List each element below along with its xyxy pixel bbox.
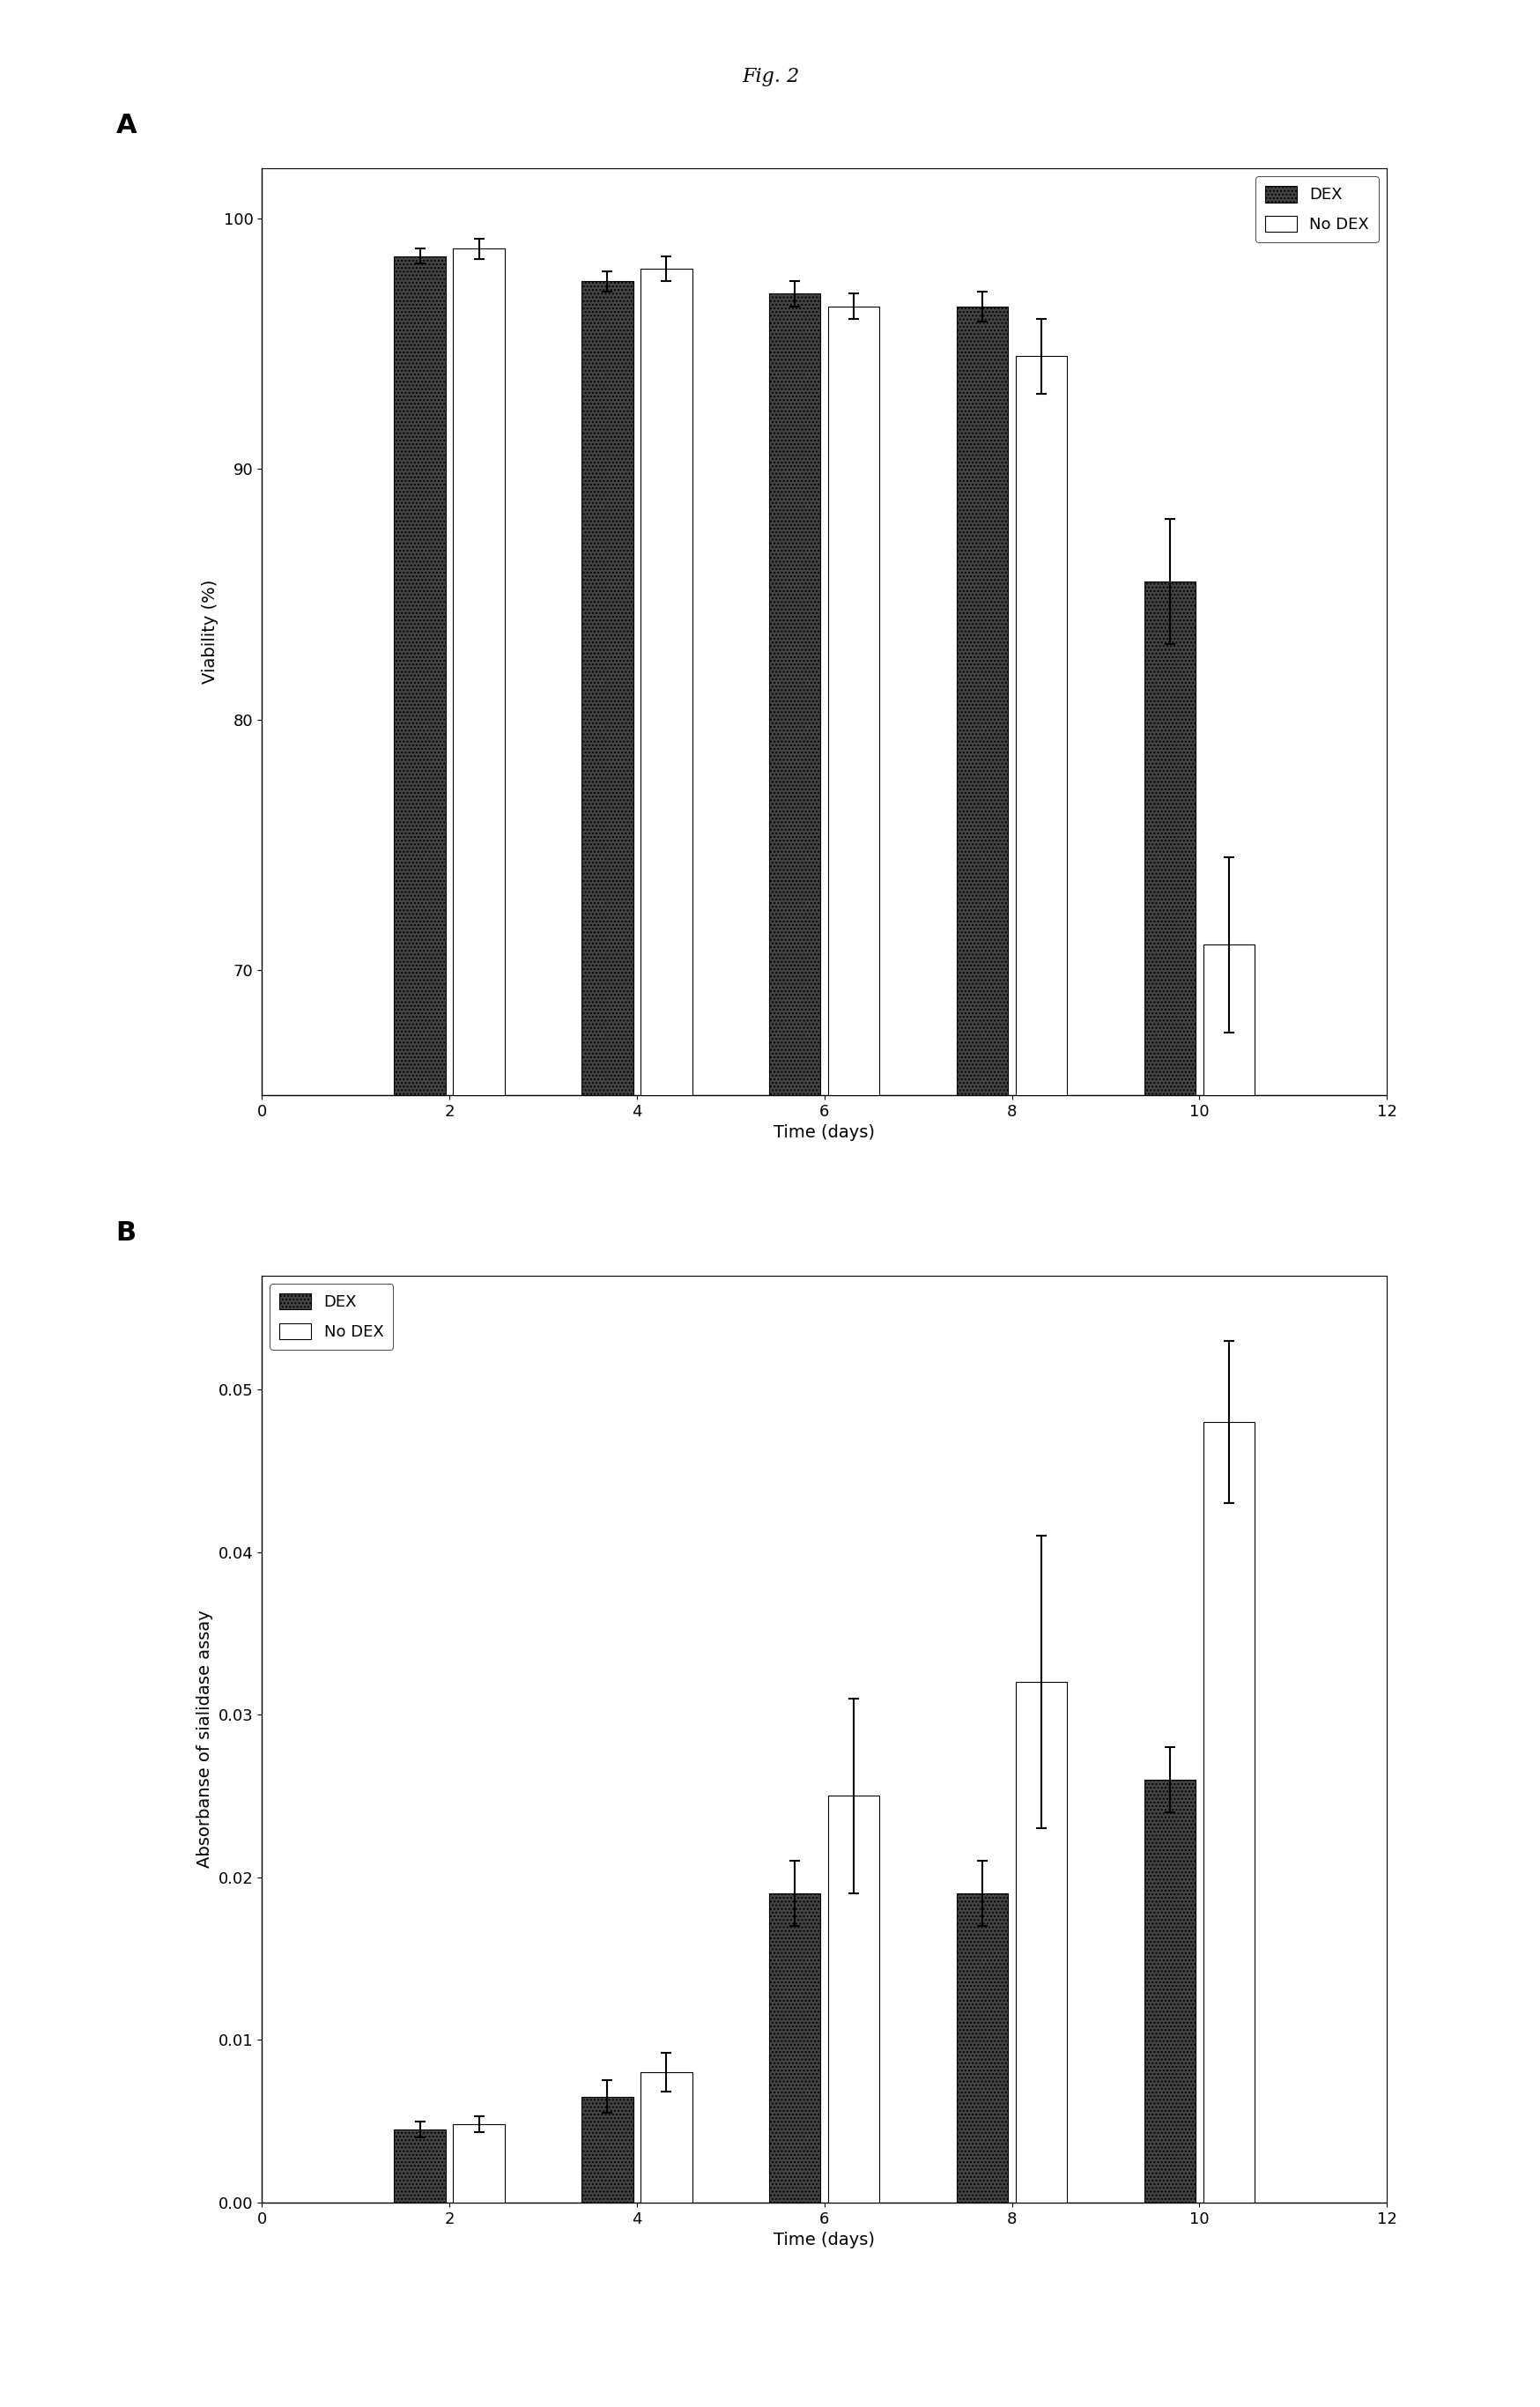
Bar — [1203, 1423, 1254, 2202]
Bar — [1015, 1682, 1067, 2202]
Legend: DEX, No DEX: DEX, No DEX — [270, 1283, 393, 1350]
Text: Fig. 2: Fig. 2 — [741, 67, 799, 87]
Bar — [1143, 1779, 1195, 2202]
Text: A: A — [116, 113, 137, 140]
Bar — [827, 306, 879, 2407]
Bar — [1143, 582, 1195, 2407]
X-axis label: Time (days): Time (days) — [773, 2231, 875, 2248]
Bar — [453, 248, 505, 2407]
Bar — [827, 1796, 879, 2202]
Y-axis label: Absorbanse of sialidase assay: Absorbanse of sialidase assay — [197, 1610, 214, 1868]
Bar — [641, 270, 691, 2407]
Bar — [394, 255, 445, 2407]
Bar — [956, 306, 1007, 2407]
Bar — [1015, 356, 1067, 2407]
Bar — [641, 2072, 691, 2202]
Text: B: B — [116, 1220, 136, 1247]
Legend: DEX, No DEX: DEX, No DEX — [1255, 176, 1378, 243]
X-axis label: Time (days): Time (days) — [773, 1124, 875, 1141]
Bar — [394, 2130, 445, 2202]
Bar — [581, 2096, 633, 2202]
Y-axis label: Viability (%): Viability (%) — [202, 580, 219, 684]
Bar — [453, 2125, 505, 2202]
Bar — [768, 294, 821, 2407]
Bar — [1203, 946, 1254, 2407]
Bar — [581, 282, 633, 2407]
Bar — [768, 1894, 821, 2202]
Bar — [956, 1894, 1007, 2202]
